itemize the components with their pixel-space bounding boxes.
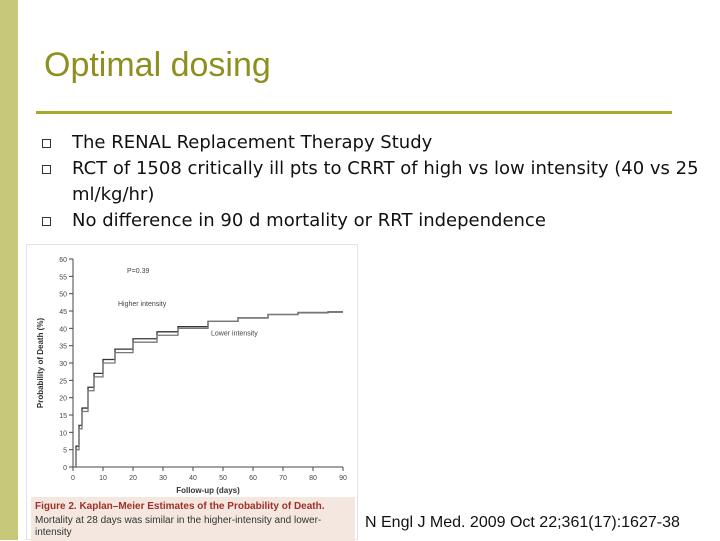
y-axis-label: Probability of Death (%)	[36, 318, 45, 409]
bullet-text: The RENAL Replacement Therapy Study	[72, 132, 433, 153]
bullet-item: No difference in 90 d mortality or RRT i…	[40, 208, 700, 234]
bullet-list: The RENAL Replacement Therapy Study RCT …	[40, 130, 700, 234]
series-line-higher-intensity	[73, 311, 343, 468]
caption-body: Mortality at 28 days was similar in the …	[35, 515, 322, 538]
x-tick-label: 30	[159, 475, 167, 482]
x-tick-label: 60	[249, 475, 257, 482]
x-tick-label: 70	[279, 475, 287, 482]
bullet-text: No difference in 90 d mortality or RRT i…	[72, 210, 546, 231]
figure-caption: Figure 2. Kaplan–Meier Estimates of the …	[31, 497, 355, 541]
title-underline	[36, 111, 672, 114]
y-tick-label: 35	[59, 344, 67, 351]
caption-title: Figure 2. Kaplan–Meier Estimates of the …	[35, 501, 325, 512]
bullet-item: The RENAL Replacement Therapy Study	[40, 130, 700, 156]
y-tick-label: 10	[59, 430, 67, 437]
series-line-lower-intensity	[73, 311, 343, 468]
x-tick-label: 0	[71, 475, 75, 482]
y-tick-label: 55	[59, 274, 67, 281]
y-tick-label: 25	[59, 378, 67, 385]
y-tick-label: 20	[59, 396, 67, 403]
square-bullet-icon	[42, 165, 51, 174]
series-label: Lower intensity	[211, 330, 258, 337]
y-tick-label: 40	[59, 326, 67, 333]
y-tick-label: 50	[59, 292, 67, 299]
km-chart: 0 5 10 15 20 25 30 35 40 45 50 55 60 0 10 20 30 40 50 60 70 8…	[36, 257, 347, 495]
side-accent-bar	[0, 0, 18, 540]
p-value-annotation: P=0.39	[127, 268, 149, 275]
x-tick-label: 40	[189, 475, 197, 482]
y-tick-label: 0	[63, 465, 67, 472]
x-tick-label: 80	[309, 475, 317, 482]
x-tick-label: 50	[219, 475, 227, 482]
x-tick-label: 20	[129, 475, 137, 482]
square-bullet-icon	[42, 217, 51, 226]
series-label: Higher intensity	[118, 301, 167, 308]
x-axis-label: Follow-up (days)	[176, 486, 240, 495]
bullet-text: RCT of 1508 critically ill pts to CRRT o…	[72, 158, 699, 205]
kaplan-meier-figure: 0 5 10 15 20 25 30 35 40 45 50 55 60 0 10 20 30 40 50 60 70 8…	[26, 244, 358, 541]
citation: N Engl J Med. 2009 Oct 22;361(17):1627-3…	[365, 514, 680, 531]
slide-title: Optimal dosing	[44, 46, 271, 84]
x-tick-label: 10	[99, 475, 107, 482]
y-tick-label: 15	[59, 413, 67, 420]
bullet-item: RCT of 1508 critically ill pts to CRRT o…	[40, 156, 700, 208]
y-tick-label: 5	[63, 448, 67, 455]
y-tick-label: 45	[59, 309, 67, 316]
y-tick-label: 30	[59, 361, 67, 368]
y-tick-label: 60	[59, 257, 67, 264]
x-tick-label: 90	[339, 475, 347, 482]
square-bullet-icon	[42, 139, 51, 148]
